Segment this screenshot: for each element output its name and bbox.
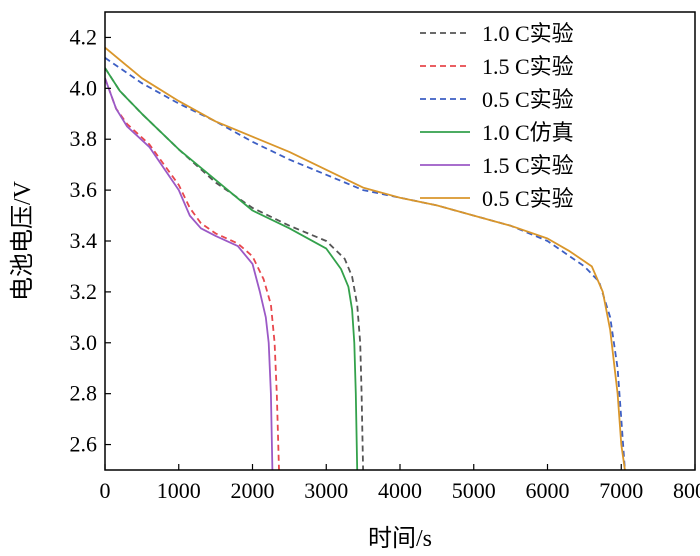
y-axis-ticks: 2.6 2.8 3.0 3.2 3.4 3.6 3.8 4.0 4.2	[70, 24, 111, 457]
series-line-2	[105, 77, 280, 470]
y-tick-label: 3.8	[70, 126, 98, 151]
x-tick-label: 5000	[452, 478, 496, 503]
plot-frame	[104, 11, 696, 471]
x-tick-label: 7000	[599, 478, 643, 503]
series-layer	[105, 46, 626, 470]
legend-label-2: 1.5 C实验	[482, 54, 574, 79]
y-tick-label: 3.6	[70, 177, 98, 202]
series-line-5	[105, 77, 274, 470]
series-line-4	[105, 67, 359, 470]
y-tick-label: 4.2	[70, 24, 98, 49]
y-tick-label: 2.8	[70, 381, 98, 406]
legend-label-6: 0.5 C实验	[482, 186, 574, 211]
series-line-3	[105, 57, 626, 470]
legend-label-5: 1.5 C实验	[482, 153, 574, 178]
y-tick-label: 3.4	[70, 228, 98, 253]
series-line-1	[105, 67, 364, 470]
x-axis-ticks: 0 1000 2000 3000 4000 5000 6000 7000 8000	[100, 464, 700, 503]
x-tick-label: 1000	[157, 478, 201, 503]
y-tick-label: 4.0	[70, 75, 98, 100]
x-tick-label: 4000	[378, 478, 422, 503]
legend-label-1: 1.0 C实验	[482, 21, 574, 46]
y-tick-label: 2.6	[70, 432, 98, 457]
series-line-6	[105, 46, 626, 470]
x-axis-title: 时间/s	[368, 525, 432, 552]
y-axis-title: 电池电压/V	[9, 180, 36, 301]
legend-label-4: 1.0 C仿真	[482, 120, 574, 145]
x-tick-label: 2000	[231, 478, 275, 503]
y-tick-label: 3.2	[70, 279, 98, 304]
x-tick-label: 3000	[304, 478, 348, 503]
y-tick-label: 3.0	[70, 330, 98, 355]
legend: 1.0 C实验 1.5 C实验 0.5 C实验 1.0 C仿真 1.5 C实验 0.5 C…	[420, 21, 574, 211]
x-tick-label: 8000	[673, 478, 700, 503]
legend-label-3: 0.5 C实验	[482, 87, 574, 112]
x-tick-label: 0	[100, 478, 111, 503]
x-tick-label: 6000	[526, 478, 570, 503]
